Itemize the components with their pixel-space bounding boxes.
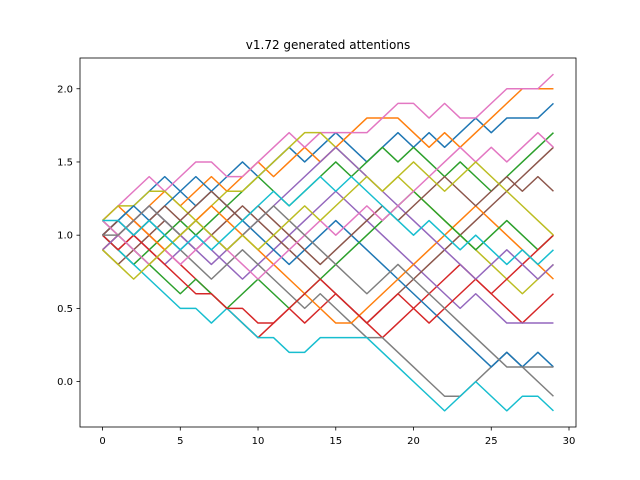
chart-title: v1.72 generated attentions [246, 38, 410, 52]
axes-layer: 0 5 10 15 20 25 30 0.0 0.5 1.0 1.5 2.0 [57, 57, 577, 447]
series-line [102, 234, 554, 412]
series-line [102, 131, 554, 280]
series-line [102, 205, 554, 368]
series-line [102, 175, 554, 266]
y-tick-label: 0.0 [57, 377, 73, 388]
series-layer [102, 73, 554, 412]
y-tick-label: 2.0 [57, 84, 73, 95]
x-tick-label: 5 [177, 436, 183, 447]
x-tick-label: 10 [252, 436, 265, 447]
y-tick-label: 1.5 [57, 157, 73, 168]
series-line [102, 234, 554, 324]
plot-frame [79, 57, 577, 428]
series-line [102, 190, 554, 310]
series-line [102, 161, 554, 280]
y-tick-label: 0.5 [57, 304, 73, 315]
series-line [102, 73, 554, 222]
x-tick-label: 25 [485, 436, 498, 447]
x-tick-label: 20 [407, 436, 420, 447]
x-tick-label: 15 [329, 436, 342, 447]
series-line [102, 132, 554, 266]
y-tick-label: 1.0 [57, 231, 73, 242]
series-line [102, 190, 554, 324]
x-tick-label: 0 [99, 436, 105, 447]
x-tick-label: 30 [563, 436, 576, 447]
series-line [102, 131, 554, 295]
